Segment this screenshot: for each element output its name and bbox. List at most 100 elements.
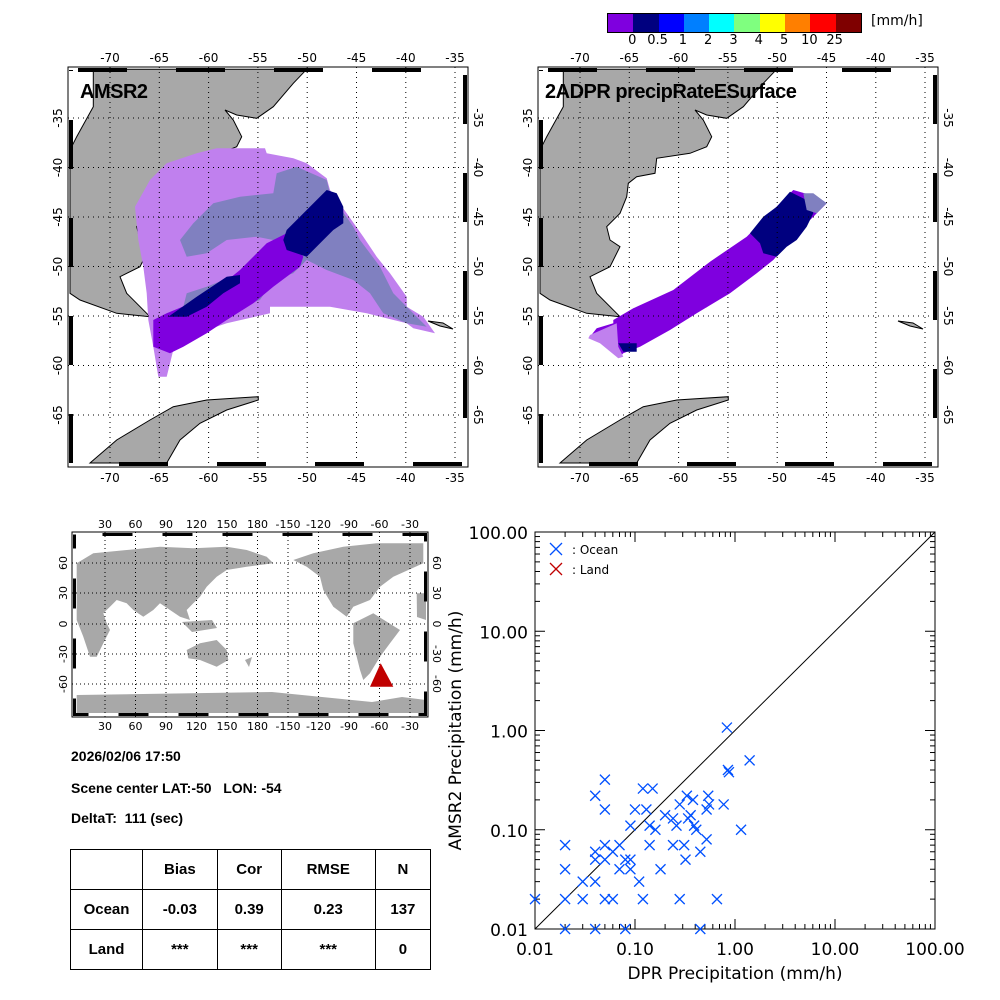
- data-point: [649, 824, 661, 836]
- map-frame-ticks: [73, 533, 427, 716]
- legend-marker: [549, 542, 563, 556]
- lon-label: -150: [276, 720, 301, 733]
- data-point: [589, 846, 601, 858]
- precip-area: [283, 190, 344, 257]
- n-cell: 137: [374, 889, 432, 930]
- lon-label: 30: [98, 518, 112, 531]
- lon-label: -40: [396, 51, 416, 65]
- colorbar-label: 0: [628, 33, 637, 48]
- lat-label: -50: [471, 257, 485, 277]
- land-mass: [245, 657, 252, 667]
- lon-label: -60: [669, 471, 689, 485]
- data-point: [614, 863, 625, 875]
- x-tick-label: 100.00: [905, 940, 964, 960]
- scene-location-marker: [370, 663, 394, 687]
- colorbar-label: 2: [704, 33, 713, 48]
- row-label: Ocean: [70, 889, 143, 930]
- lon-label: -35: [915, 471, 935, 485]
- lat-label: -40: [471, 158, 485, 178]
- lon-label: 120: [186, 720, 207, 733]
- data-point: [629, 804, 641, 815]
- colorbar-label: 3: [729, 33, 738, 48]
- lon-label: -45: [347, 471, 367, 485]
- scene-datetime: 2026/02/06 17:50: [71, 748, 181, 764]
- lat-label: -55: [471, 306, 485, 326]
- lon-label: -55: [248, 471, 268, 485]
- data-point: [678, 839, 690, 851]
- amsr2-map-title: AMSR2: [80, 81, 148, 103]
- colorbar-swatch: [683, 14, 710, 32]
- land-mass: [539, 68, 778, 318]
- lon-label: -45: [347, 51, 367, 65]
- colorbar-swatch: [835, 14, 861, 32]
- lat-label: -45: [521, 207, 535, 227]
- lon-label: -120: [306, 720, 331, 733]
- x-axis-label: DPR Precipitation (mm/h): [627, 964, 842, 984]
- lat-label: -65: [51, 405, 65, 425]
- precip-area: [750, 191, 814, 257]
- data-point: [702, 790, 714, 802]
- lon-label: 90: [159, 720, 173, 733]
- lat-label: 0: [57, 621, 70, 628]
- table-header: Cor: [216, 849, 282, 890]
- data-point: [577, 893, 589, 905]
- series-ocean: [529, 722, 756, 935]
- lon-label: -35: [915, 51, 935, 65]
- data-point: [529, 893, 541, 905]
- lon-label: 30: [98, 720, 112, 733]
- y-tick-label: 1.00: [490, 723, 528, 743]
- lon-label: -70: [570, 51, 590, 65]
- lat-label: -40: [521, 158, 535, 178]
- lon-label: -65: [619, 51, 639, 65]
- lat-label: -40: [941, 158, 955, 178]
- lat-label: -60: [57, 675, 70, 693]
- data-point: [607, 893, 619, 905]
- colorbar-unit: [mm/h]: [871, 13, 923, 29]
- dpr-map-title: 2ADPR precipRateESurface: [545, 81, 797, 103]
- precip-area: [618, 343, 637, 352]
- data-point: [624, 854, 636, 866]
- precip-area: [588, 323, 624, 359]
- data-point: [655, 863, 666, 875]
- data-point: [722, 764, 734, 776]
- y-tick-label: 10.00: [479, 623, 528, 643]
- data-point: [644, 839, 656, 851]
- lat-label: -60: [51, 356, 65, 376]
- dpr-map: -70 -70 -65 -65 -60 -60 -55 -55 -50 -50 -45 -45 -40 -…: [521, 51, 955, 485]
- lon-label: -35: [445, 51, 465, 65]
- lat-label: -55: [51, 306, 65, 326]
- lon-label: -50: [767, 471, 787, 485]
- n-cell: 0: [374, 929, 432, 970]
- lon-label: 150: [217, 720, 238, 733]
- colorbar-label: 25: [826, 33, 843, 48]
- data-point: [659, 809, 671, 821]
- data-point: [674, 893, 686, 905]
- lat-label: -60: [430, 675, 443, 693]
- colorbar-label: 1: [678, 33, 688, 48]
- lat-label: -55: [941, 306, 955, 326]
- colorbar-swatch: [633, 14, 659, 32]
- data-point: [559, 839, 571, 851]
- lon-label: -50: [297, 51, 317, 65]
- data-point: [685, 809, 697, 821]
- lat-label: -50: [51, 257, 65, 277]
- data-point: [647, 783, 659, 795]
- lon-label: -60: [669, 51, 689, 65]
- map-frame-ticks: [69, 68, 467, 466]
- lon-label: -60: [199, 471, 219, 485]
- data-point: [614, 839, 625, 851]
- scatter-plot: 0.01 0.10 1.00 10.00 100.00 0.01 0.10 1.00 10.00…: [446, 524, 965, 984]
- data-point: [599, 804, 611, 815]
- lon-label: -50: [297, 471, 317, 485]
- data-point: [619, 923, 631, 935]
- lon-label: 60: [129, 720, 143, 733]
- lat-label: -50: [521, 257, 535, 277]
- lon-label: -50: [767, 51, 787, 65]
- map-frame: [537, 66, 939, 468]
- data-point: [599, 839, 611, 851]
- data-point: [721, 722, 733, 734]
- lon-label: 150: [217, 518, 238, 531]
- land-mass: [558, 396, 729, 464]
- data-point: [624, 820, 636, 832]
- lat-label: -45: [51, 207, 65, 227]
